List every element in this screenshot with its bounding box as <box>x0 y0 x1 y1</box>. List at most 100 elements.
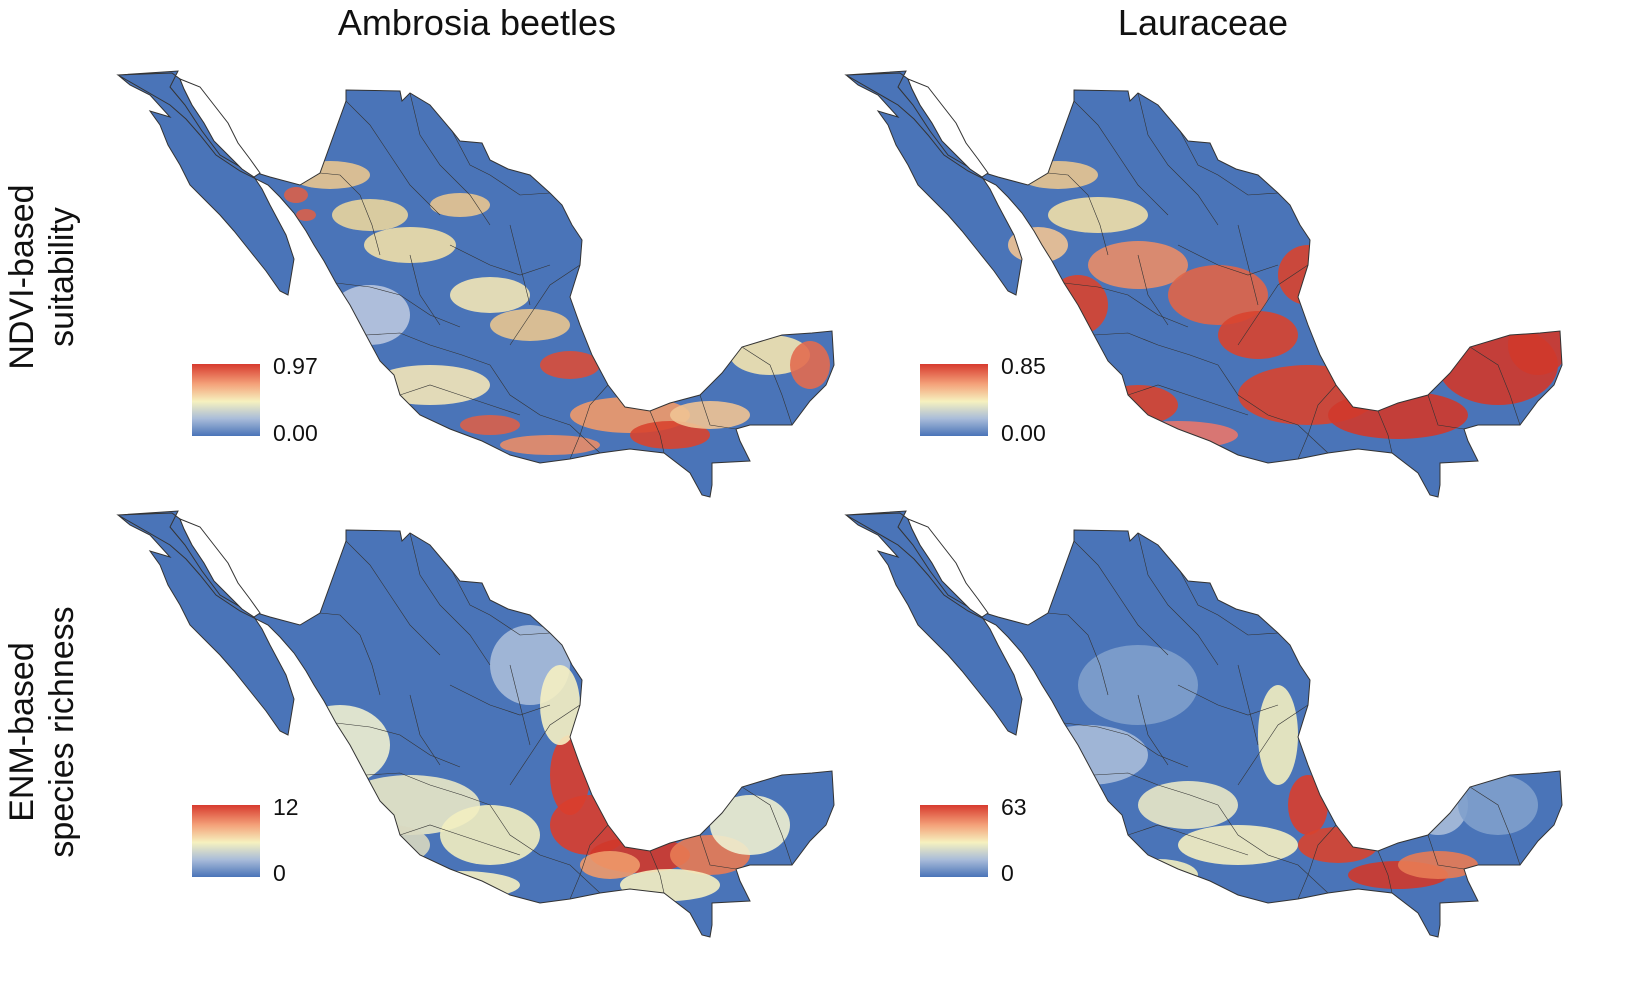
raster-patch <box>350 825 430 865</box>
state-border <box>409 254 441 326</box>
raster-patch <box>790 341 830 389</box>
raster-patch <box>670 401 750 429</box>
state-border <box>1047 172 1109 256</box>
state-border <box>319 612 381 696</box>
state-border <box>741 346 793 426</box>
row-title-ndvi-line1: NDVI-based <box>3 184 41 370</box>
raster-patch <box>1138 781 1238 829</box>
state-border <box>409 694 441 766</box>
state-border <box>451 570 551 636</box>
legend-min-ndvi-beetles: 0.00 <box>273 420 318 446</box>
map-ndvi-lauraceae <box>844 70 1563 498</box>
raster-patch <box>580 851 640 879</box>
state-border <box>449 684 551 716</box>
legend-colorbar-ndvi-lauraceae <box>920 364 988 436</box>
state-border <box>1127 824 1249 856</box>
raster-patch <box>490 309 570 341</box>
state-border <box>1469 346 1521 426</box>
raster-patch <box>630 421 710 449</box>
state-border <box>1179 570 1279 636</box>
raster-patch <box>1328 275 1388 335</box>
raster-patch <box>1168 265 1268 325</box>
state-border <box>335 282 461 328</box>
legend-min-enm-lauraceae: 0 <box>1001 860 1014 886</box>
legend-min-ndvi-lauraceae: 0.00 <box>1001 420 1046 446</box>
map-panel-ndvi-beetles <box>110 65 890 515</box>
state-border <box>1063 722 1189 768</box>
row-title-ndvi: NDVI-based suitability <box>2 77 82 477</box>
state-border <box>319 172 381 256</box>
raster-patch <box>332 199 408 231</box>
column-title-beetles: Ambrosia beetles <box>337 2 617 43</box>
state-border <box>569 384 609 460</box>
state-border <box>1179 130 1279 196</box>
state-border <box>1427 394 1465 430</box>
raster-patch <box>440 805 540 865</box>
state-border <box>1377 410 1393 454</box>
raster-patch <box>450 277 530 313</box>
state-border <box>399 824 521 856</box>
raster-patch <box>620 869 720 901</box>
raster-patch <box>296 209 316 221</box>
state-border <box>699 394 737 430</box>
state-border <box>1469 786 1521 866</box>
map-panel-ndvi-lauraceae <box>838 65 1618 515</box>
raster-patch <box>710 795 790 855</box>
state-border <box>1237 224 1259 306</box>
legend-max-enm-beetles: 12 <box>273 794 299 820</box>
state-border <box>1297 824 1337 900</box>
map-enm-beetles <box>116 510 835 938</box>
state-border <box>345 100 441 216</box>
state-border <box>509 224 531 306</box>
state-border <box>1047 612 1109 696</box>
state-border <box>1237 704 1309 786</box>
state-border <box>1093 772 1219 806</box>
state-border <box>1137 532 1219 666</box>
raster-patch <box>430 193 490 217</box>
map-enm-lauraceae <box>844 510 1563 938</box>
state-border <box>1137 92 1219 226</box>
legend-max-ndvi-beetles: 0.97 <box>273 353 318 379</box>
state-border <box>1137 254 1169 326</box>
state-border <box>649 850 665 894</box>
raster-patch <box>500 435 600 455</box>
raster-patch <box>540 665 580 745</box>
raster-patch <box>284 187 308 203</box>
raster-patch <box>1328 391 1468 439</box>
raster-patch <box>1258 685 1298 785</box>
state-border <box>1137 694 1169 766</box>
state-border <box>399 384 521 416</box>
legend-colorbar-enm-lauraceae <box>920 805 988 877</box>
state-border <box>1177 684 1279 716</box>
state-border <box>1093 332 1219 366</box>
raster-patch <box>290 161 370 189</box>
state-border <box>509 704 581 786</box>
raster-patch <box>460 415 520 435</box>
raster-patch <box>1018 161 1098 189</box>
state-border <box>1377 850 1393 894</box>
state-border <box>569 824 609 900</box>
row-title-ndvi-line2: suitability <box>43 207 81 347</box>
state-border <box>1177 244 1279 276</box>
legend-max-ndvi-lauraceae: 0.85 <box>1001 353 1046 379</box>
raster-patch <box>1508 315 1562 375</box>
state-border <box>1063 282 1189 328</box>
legend-colorbar-ndvi-beetles <box>192 364 260 436</box>
raster-patch <box>290 705 390 785</box>
raster-patch <box>1028 725 1148 785</box>
state-border <box>409 532 491 666</box>
raster-patch <box>540 351 600 379</box>
state-border <box>699 834 737 870</box>
raster-patch <box>1298 827 1378 863</box>
row-title-enm: ENM-based species richness <box>2 532 82 932</box>
state-border <box>741 786 793 866</box>
row-title-enm-line1: ENM-based <box>3 642 41 822</box>
legend-colorbar-enm-beetles <box>192 805 260 877</box>
raster-patch <box>1088 241 1188 289</box>
state-border <box>1127 384 1249 416</box>
raster-patch <box>1118 859 1198 891</box>
raster-patch <box>1288 775 1328 835</box>
state-border <box>1427 834 1465 870</box>
map-ndvi-beetles <box>116 70 835 498</box>
state-border <box>1237 264 1309 346</box>
